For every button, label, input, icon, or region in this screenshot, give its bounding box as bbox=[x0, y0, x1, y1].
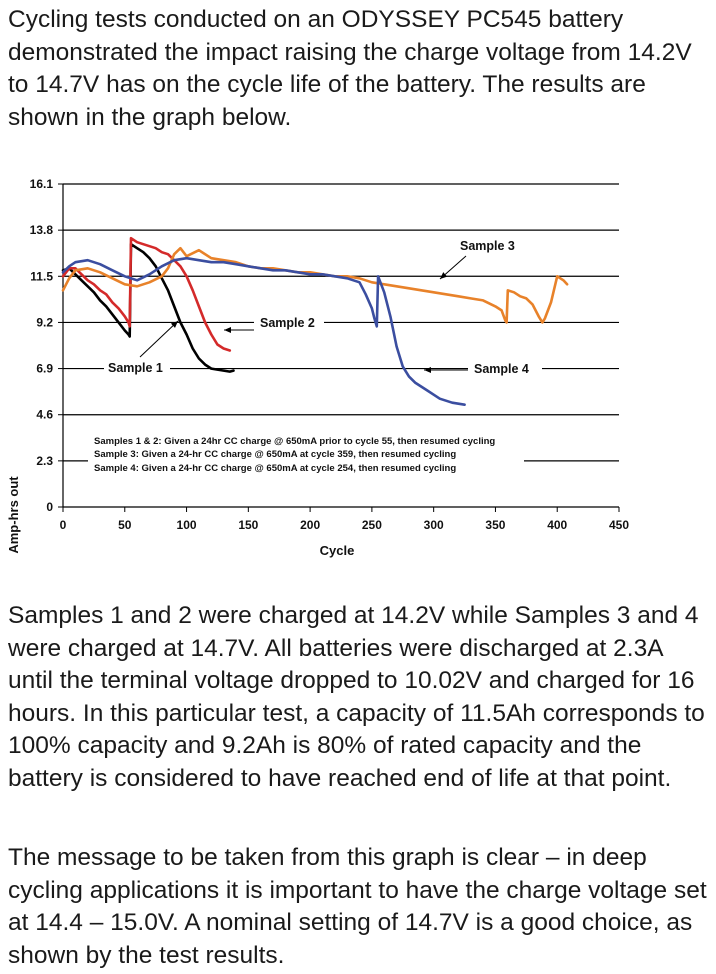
y-tick-labels: 0 2.3 4.6 6.9 9.2 11.5 13.8 16.1 bbox=[30, 177, 63, 514]
y-tick-label: 13.8 bbox=[30, 223, 54, 237]
grid-lines bbox=[63, 183, 619, 462]
x-tick-label: 350 bbox=[485, 518, 505, 532]
notes-box: Samples 1 & 2: Given a 24hr CC charge @ … bbox=[88, 430, 524, 478]
conclusion-paragraph: The message to be taken from this graph … bbox=[8, 844, 707, 969]
x-tick-label: 100 bbox=[177, 518, 197, 532]
x-tick-label: 250 bbox=[362, 518, 382, 532]
cycle-life-chart: 0 2.3 4.6 6.9 9.2 11.5 13.8 16.1 0 50 100 150 200 25… bbox=[6, 177, 630, 558]
plot-area: 0 2.3 4.6 6.9 9.2 11.5 13.8 16.1 0 50 100 150 200 25… bbox=[30, 177, 630, 532]
x-tick-labels: 0 50 100 150 200 250 300 350 400 450 bbox=[60, 507, 629, 532]
series-line-sample-3 bbox=[61, 246, 569, 324]
label-sample-3: Sample 3 bbox=[460, 239, 515, 253]
note-sample-4: Sample 4: Given a 24-hr CC charge @ 650m… bbox=[94, 463, 456, 474]
x-tick-label: 400 bbox=[547, 518, 567, 532]
y-tick-label: 0 bbox=[46, 500, 53, 514]
arrow-sample-1 bbox=[139, 320, 179, 358]
x-tick-label: 0 bbox=[60, 518, 67, 532]
note-sample-3: Sample 3: Given a 24-hr CC charge @ 650m… bbox=[94, 449, 456, 460]
y-tick-label: 2.3 bbox=[36, 454, 53, 468]
series-line-sample-4 bbox=[61, 256, 466, 406]
y-axis-label: Amp-hrs out bbox=[6, 476, 21, 554]
y-tick-label: 11.5 bbox=[30, 269, 53, 283]
x-tick-label: 200 bbox=[300, 518, 320, 532]
y-tick-label: 16.1 bbox=[30, 177, 54, 191]
arrow-sample-3 bbox=[439, 255, 467, 280]
label-sample-2: Sample 2 bbox=[260, 316, 315, 330]
x-tick-label: 150 bbox=[238, 518, 258, 532]
intro-paragraph: Cycling tests conducted on an ODYSSEY PC… bbox=[8, 6, 692, 131]
label-sample-4: Sample 4 bbox=[474, 362, 529, 376]
y-tick-label: 9.2 bbox=[36, 315, 53, 329]
series-line-sample-1 bbox=[61, 242, 235, 373]
series-labels: Sample 1 Sample 2 Sample 3 Sample 4 bbox=[104, 236, 542, 377]
x-tick-label: 50 bbox=[118, 518, 132, 532]
method-paragraph: Samples 1 and 2 were charged at 14.2V wh… bbox=[8, 602, 705, 792]
x-tick-label: 300 bbox=[424, 518, 444, 532]
y-tick-label: 4.6 bbox=[36, 408, 53, 422]
note-samples-1-2: Samples 1 & 2: Given a 24hr CC charge @ … bbox=[94, 436, 495, 447]
x-tick-label: 450 bbox=[609, 518, 629, 532]
y-tick-label: 6.9 bbox=[36, 362, 53, 376]
label-sample-1: Sample 1 bbox=[108, 361, 163, 375]
axes bbox=[62, 184, 619, 508]
x-axis-label: Cycle bbox=[320, 543, 355, 558]
data-series bbox=[61, 236, 569, 406]
series-line-sample-2 bbox=[61, 236, 232, 352]
